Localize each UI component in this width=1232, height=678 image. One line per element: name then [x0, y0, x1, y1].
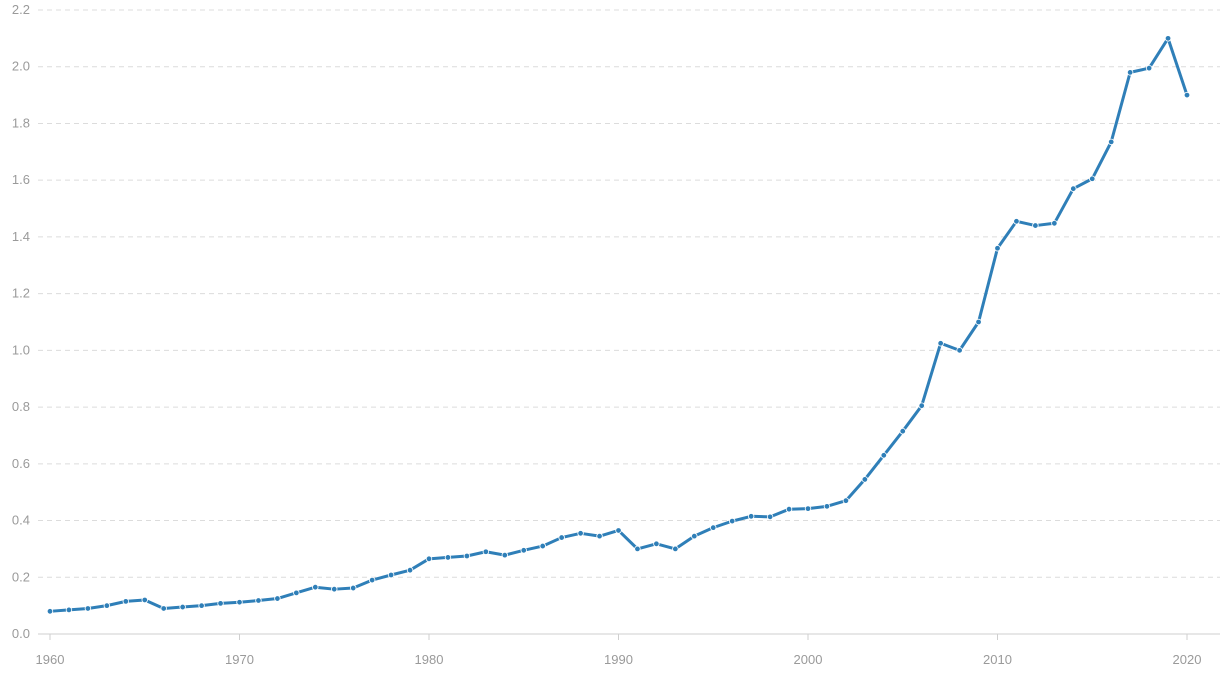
data-point[interactable] [160, 605, 167, 612]
data-point[interactable] [103, 602, 111, 609]
data-point[interactable] [255, 597, 262, 604]
data-point[interactable] [956, 347, 963, 354]
y-tick-label: 0.4 [12, 513, 30, 528]
data-point[interactable] [1107, 138, 1115, 146]
data-point[interactable] [293, 589, 300, 597]
x-tick-label: 1990 [604, 652, 633, 667]
series-line [48, 36, 1189, 613]
data-point[interactable] [1183, 91, 1191, 99]
data-point[interactable] [331, 585, 338, 593]
x-tick-label: 2000 [794, 652, 823, 667]
grid [38, 9, 1220, 578]
data-point[interactable] [65, 606, 73, 614]
y-tick-label: 1.4 [12, 229, 30, 244]
y-tick-label: 0.6 [12, 456, 30, 471]
data-point[interactable] [823, 503, 831, 510]
data-point[interactable] [387, 571, 395, 579]
data-point[interactable] [501, 551, 508, 559]
data-point[interactable] [122, 598, 129, 605]
y-tick-label: 2.2 [12, 2, 30, 17]
data-point[interactable] [425, 555, 433, 563]
data-point[interactable] [596, 532, 603, 540]
data-point[interactable] [1126, 69, 1134, 76]
x-tick-label: 1970 [225, 652, 254, 667]
data-point[interactable] [842, 497, 850, 504]
y-axis-tick-labels: 0.0 0.2 0.4 0.6 0.8 1.0 1.2 1.4 1.6 1.8 2.0 2.2 [12, 2, 30, 641]
data-point[interactable] [84, 605, 92, 612]
data-point[interactable] [1089, 175, 1096, 182]
y-tick-label: 1.2 [12, 286, 30, 301]
data-point[interactable] [785, 506, 793, 513]
data-point[interactable] [1032, 222, 1039, 229]
y-tick-label: 0.8 [12, 399, 30, 414]
data-point[interactable] [217, 600, 224, 607]
data-point[interactable] [861, 476, 869, 483]
data-point[interactable] [1070, 185, 1077, 192]
data-point[interactable] [880, 452, 887, 459]
x-tick-label: 2010 [983, 652, 1012, 667]
data-point[interactable] [615, 527, 622, 534]
data-point[interactable] [577, 530, 584, 537]
y-tick-label: 0.0 [12, 626, 30, 641]
data-point[interactable] [444, 554, 452, 561]
x-tick-label: 1960 [36, 652, 65, 667]
data-point[interactable] [994, 245, 1001, 252]
data-point[interactable] [766, 513, 774, 521]
data-point[interactable] [179, 603, 186, 611]
data-point[interactable] [937, 340, 944, 347]
data-point[interactable] [274, 595, 281, 602]
data-point[interactable] [558, 534, 565, 541]
data-point[interactable] [1145, 64, 1153, 72]
data-point[interactable] [368, 576, 376, 584]
data-point[interactable] [198, 602, 205, 609]
data-point[interactable] [406, 566, 414, 574]
data-point[interactable] [312, 584, 319, 591]
data-point[interactable] [463, 552, 471, 560]
data-point[interactable] [46, 608, 54, 615]
data-point[interactable] [899, 428, 906, 435]
data-point[interactable] [918, 402, 925, 409]
series [46, 35, 1191, 615]
data-point[interactable] [634, 545, 641, 553]
data-point[interactable] [747, 513, 755, 520]
data-point[interactable] [236, 599, 243, 606]
data-point[interactable] [350, 584, 357, 592]
data-point[interactable] [710, 524, 717, 531]
data-point[interactable] [1051, 220, 1058, 227]
data-point[interactable] [520, 547, 527, 554]
y-tick-label: 1.0 [12, 342, 30, 357]
x-axis: 1960 1970 1980 1990 2000 2010 2020 [36, 633, 1220, 667]
data-point[interactable] [482, 548, 490, 555]
data-point[interactable] [141, 596, 148, 604]
data-point[interactable] [691, 532, 698, 540]
data-point[interactable] [539, 542, 546, 550]
data-point[interactable] [1164, 35, 1172, 42]
x-tick-label: 2020 [1173, 652, 1202, 667]
data-point[interactable] [975, 318, 982, 326]
data-point[interactable] [729, 517, 736, 525]
y-tick-label: 1.6 [12, 172, 30, 187]
y-tick-label: 2.0 [12, 59, 30, 74]
data-point[interactable] [804, 505, 812, 512]
data-point[interactable] [672, 545, 679, 553]
y-tick-label: 0.2 [12, 569, 30, 584]
data-point[interactable] [1013, 218, 1020, 225]
y-tick-label: 1.8 [12, 115, 30, 130]
data-point[interactable] [653, 540, 660, 548]
x-tick-label: 1980 [415, 652, 444, 667]
